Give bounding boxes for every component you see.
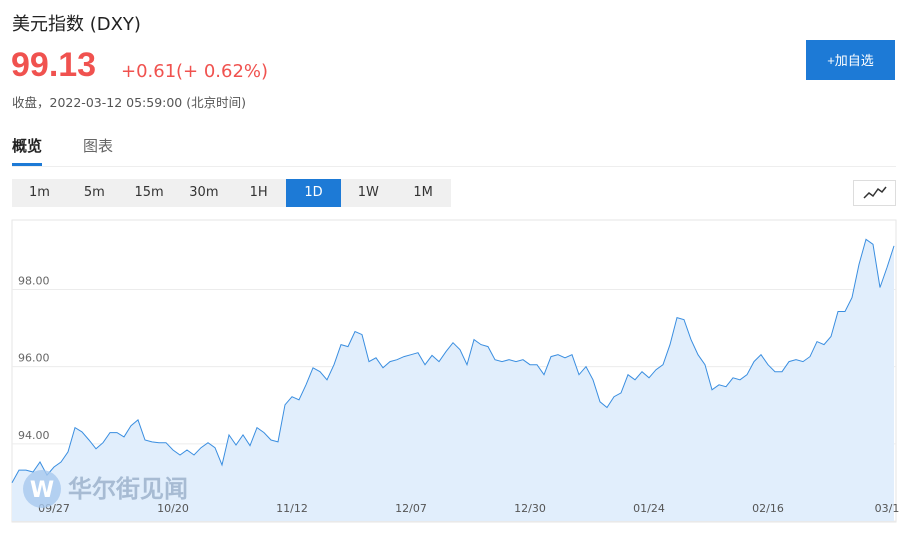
period-bar bbox=[12, 179, 451, 207]
x-tick-label: 12/30 bbox=[514, 502, 546, 515]
tab[interactable]: 概览 bbox=[12, 135, 43, 166]
x-tick-label: 12/07 bbox=[395, 502, 427, 515]
x-tick-label: 02/16 bbox=[752, 502, 784, 515]
chart-icon bbox=[863, 186, 887, 199]
tab[interactable]: 图表 bbox=[83, 137, 114, 155]
status: 收盘，2022-03-12 05:59:00 (北京时间) bbox=[12, 95, 246, 110]
line bbox=[11, 238, 895, 484]
chart-type-button[interactable] bbox=[853, 180, 896, 206]
change-pct: (+ 0.62%) bbox=[176, 61, 269, 82]
period-button[interactable]: 1M bbox=[413, 185, 433, 200]
price: 99.13 bbox=[11, 46, 97, 84]
period-button[interactable]: 1W bbox=[357, 185, 379, 200]
y-tick-label: 96.00 bbox=[18, 352, 50, 365]
watermark-logo: W bbox=[30, 478, 54, 503]
watermark-logo-bg bbox=[23, 470, 61, 508]
watermark: 华尔街见闻 bbox=[68, 475, 188, 503]
x-tick-label: 03/1 bbox=[875, 502, 900, 515]
y-tick-label: 94.00 bbox=[18, 429, 50, 442]
period-button[interactable]: 15m bbox=[134, 185, 164, 200]
period-button[interactable]: 1m bbox=[29, 185, 50, 200]
period-button[interactable]: 1D bbox=[286, 179, 341, 207]
separator bbox=[12, 166, 896, 167]
add-watchlist[interactable]: +加自选 bbox=[806, 40, 895, 80]
y-tick-label: 98.00 bbox=[18, 274, 50, 287]
x-tick-label: 01/24 bbox=[633, 502, 665, 515]
period-button[interactable]: 1H bbox=[249, 185, 268, 200]
area bbox=[12, 239, 894, 522]
period-button[interactable]: 5m bbox=[83, 185, 105, 200]
x-tick-label: 10/20 bbox=[157, 502, 189, 515]
title: 美元指数 (DXY) bbox=[12, 14, 141, 35]
x-tick-label: 11/12 bbox=[276, 502, 308, 515]
change: +0.61 bbox=[121, 61, 177, 82]
period-button[interactable]: 30m bbox=[189, 185, 219, 200]
